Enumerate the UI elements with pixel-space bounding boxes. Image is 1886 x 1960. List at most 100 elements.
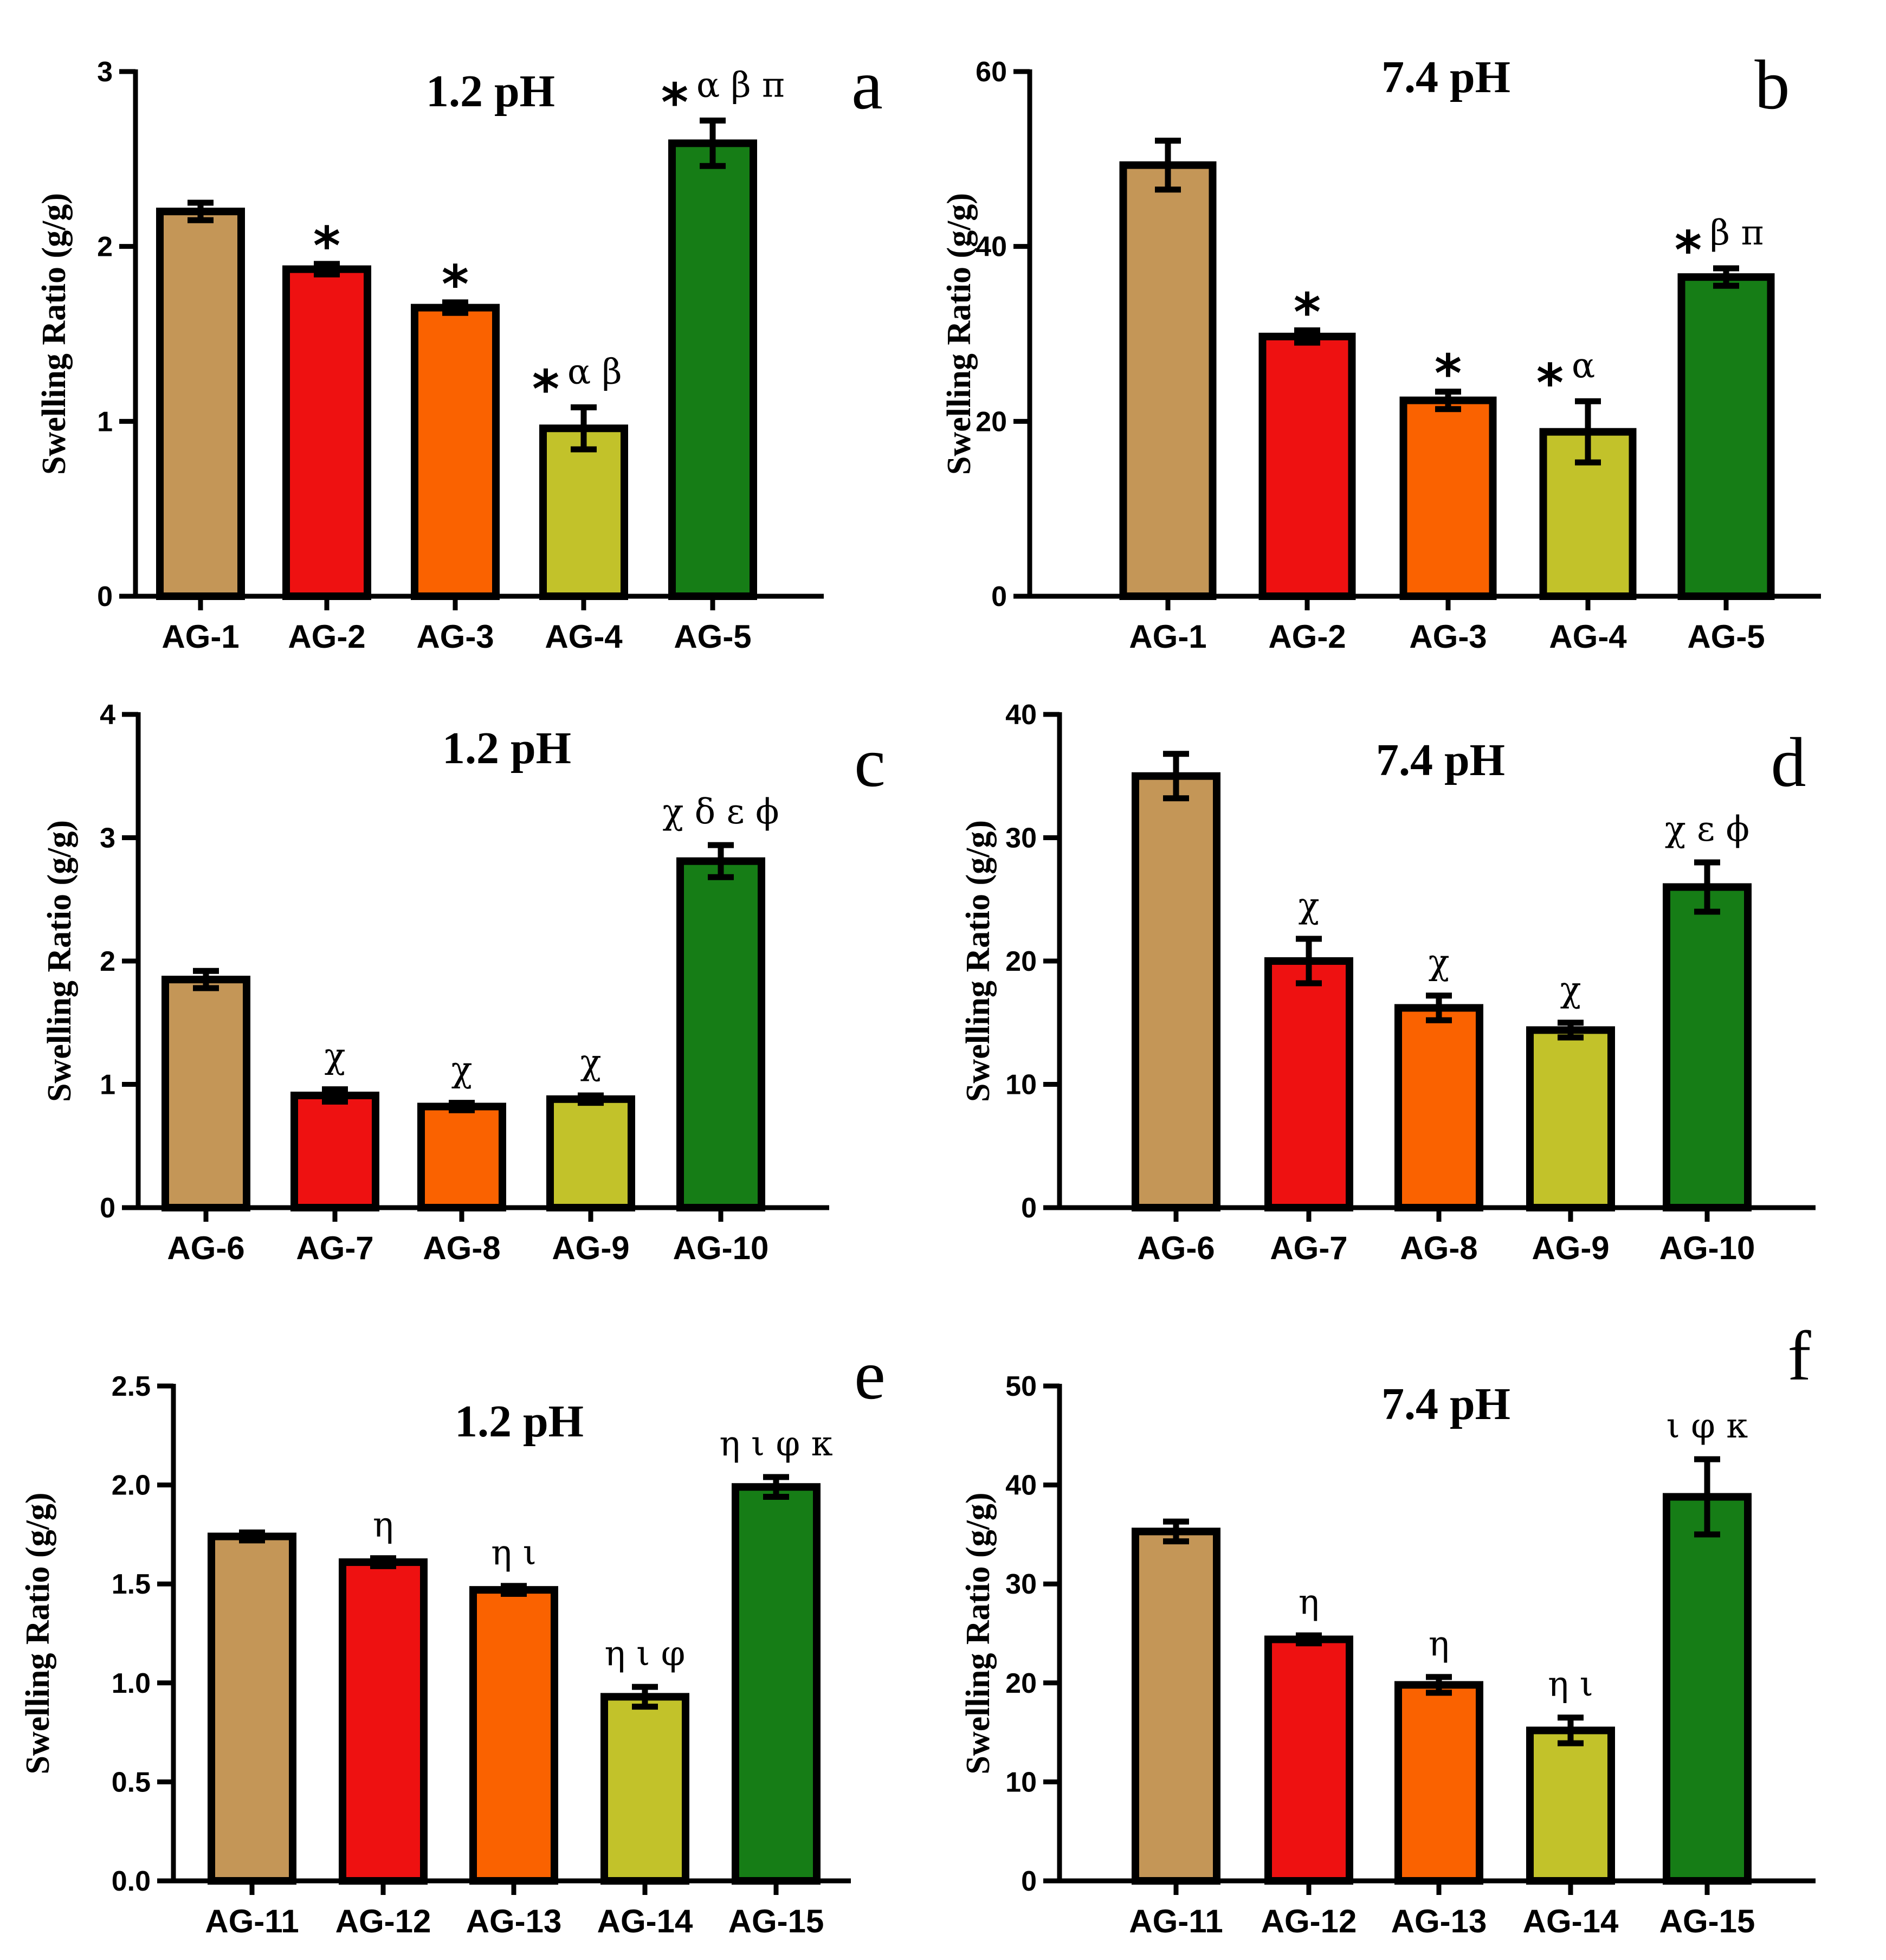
y-tick-label-e-4: 2.0 <box>112 1470 151 1501</box>
annotation-text-a-4: α β <box>567 352 622 392</box>
error-bar-f-1 <box>1163 1518 1189 1545</box>
bar-e-2 <box>339 1558 428 1885</box>
bar-a-2 <box>282 265 371 600</box>
error-bar-b-2 <box>1294 327 1320 346</box>
y-tick-label-c-1: 1 <box>100 1069 115 1101</box>
error-bar-f-3 <box>1426 1674 1452 1696</box>
error-bar-c-4 <box>578 1092 604 1106</box>
chart-panel-e: AG-11 η AG-12 η ι AG-13 η ι φ AG-14 η ι φ κ AG-1… <box>20 1336 886 1939</box>
annotation-star-a-4: * <box>532 359 559 420</box>
annotation-text-b-4: α <box>1572 346 1595 386</box>
chart-panel-c: AG-6 χ AG-7 χ AG-8 χ AG-9 χ δ ε ϕ AG-10 0 1 2 3 4 Swel… <box>41 699 886 1266</box>
bar-a-1 <box>156 208 245 600</box>
bar-a-3 <box>411 304 500 600</box>
bar-c-2 <box>290 1091 379 1211</box>
y-tick-label-a-1: 1 <box>97 406 113 437</box>
annotation-star-b-2: * <box>1294 282 1321 343</box>
error-bar-d-4 <box>1558 1020 1584 1041</box>
error-bar-f-4 <box>1558 1714 1584 1746</box>
x-tick-label-a-3: AG-3 <box>416 618 494 655</box>
y-tick-label-b-3: 60 <box>976 56 1007 88</box>
annotation-text-e-2: η <box>373 1505 393 1545</box>
y-tick-label-d-0: 0 <box>1021 1192 1037 1224</box>
x-tick-label-b-5: AG-5 <box>1687 618 1765 655</box>
y-tick-label-b-2: 40 <box>976 231 1007 263</box>
x-tick-label-e-5: AG-15 <box>728 1903 824 1939</box>
bar-e-5 <box>732 1483 821 1885</box>
y-tick-label-a-2: 2 <box>97 231 113 263</box>
y-tick-label-e-5: 2.5 <box>112 1371 151 1402</box>
error-bar-e-3 <box>501 1583 527 1597</box>
annotation-text-f-4: η ι <box>1548 1665 1593 1705</box>
error-bar-d-3 <box>1426 992 1452 1023</box>
x-tick-label-d-1: AG-6 <box>1137 1230 1215 1266</box>
y-tick-label-e-0: 0.0 <box>112 1866 151 1897</box>
x-tick-label-c-2: AG-7 <box>296 1230 373 1266</box>
annotation-star-a-3: * <box>442 254 469 315</box>
x-tick-label-e-4: AG-14 <box>597 1903 693 1939</box>
annotation-text-e-4: η ι φ <box>605 1634 686 1674</box>
annotation-text-f-3: η <box>1429 1624 1449 1664</box>
y-tick-label-a-3: 3 <box>97 56 113 88</box>
annotation-star-b-5: * <box>1675 220 1702 281</box>
bar-f-4 <box>1526 1726 1615 1885</box>
bar-e-1 <box>208 1532 296 1885</box>
y-tick-label-f-4: 40 <box>1005 1470 1037 1501</box>
error-bar-e-2 <box>370 1555 396 1569</box>
panel-letter-f: f <box>1787 1317 1811 1395</box>
panel-letter-d: d <box>1771 724 1806 802</box>
x-tick-label-c-1: AG-6 <box>167 1230 244 1266</box>
x-tick-label-e-1: AG-11 <box>205 1903 299 1939</box>
bar-c-3 <box>417 1102 506 1211</box>
x-tick-label-b-1: AG-1 <box>1129 618 1206 655</box>
annotation-star-a-2: * <box>313 216 340 276</box>
panel-letter-c: c <box>854 724 886 802</box>
x-tick-label-c-3: AG-8 <box>423 1230 500 1266</box>
annotation-text-b-5: β π <box>1710 213 1764 253</box>
error-bar-a-5 <box>700 117 726 169</box>
annotation-star-b-4: * <box>1536 353 1564 414</box>
x-tick-label-d-5: AG-10 <box>1659 1230 1755 1266</box>
error-bar-d-5 <box>1694 859 1720 915</box>
annotation-star-b-3: * <box>1435 343 1462 404</box>
chart-title-b: 7.4 pH <box>1381 52 1510 102</box>
chart-panel-d: AG-6 χ AG-7 χ AG-8 χ AG-9 χ ε ϕ AG-10 0 10 20 30 40 Sw… <box>960 699 1816 1266</box>
annotation-text-e-5: η ι φ κ <box>719 1424 832 1464</box>
error-bar-c-3 <box>449 1100 475 1113</box>
bar-d-2 <box>1264 957 1353 1211</box>
y-tick-label-c-4: 4 <box>100 699 115 731</box>
y-axis-label-c: Swelling Ratio (g/g) <box>41 820 78 1102</box>
bar-c-4 <box>546 1095 635 1212</box>
x-tick-label-a-1: AG-1 <box>162 618 239 655</box>
y-axis-label-e: Swelling Ratio (g/g) <box>20 1492 56 1774</box>
y-tick-label-f-1: 10 <box>1005 1766 1037 1798</box>
bar-b-3 <box>1399 396 1497 600</box>
bar-f-1 <box>1132 1527 1220 1885</box>
chart-title-a: 1.2 pH <box>426 66 555 117</box>
annotation-text-f-5: ι φ κ <box>1667 1406 1748 1446</box>
error-bar-f-5 <box>1694 1456 1720 1538</box>
bar-a-5 <box>668 139 757 600</box>
chart-panel-a: AG-1*AG-2*AG-3* α βAG-4* α β πAG-50123Swel… <box>36 46 883 655</box>
x-tick-label-c-5: AG-10 <box>673 1230 769 1266</box>
error-bar-e-5 <box>763 1474 789 1500</box>
y-tick-label-c-0: 0 <box>100 1192 115 1224</box>
bar-d-3 <box>1394 1004 1483 1211</box>
annotation-text-a-5: α β π <box>696 65 785 105</box>
chart-title-d: 7.4 pH <box>1376 735 1505 785</box>
annotation-text-d-3: χ <box>1429 943 1450 983</box>
panel-letter-b: b <box>1755 46 1790 124</box>
x-tick-label-f-4: AG-14 <box>1523 1903 1619 1939</box>
panel-letter-e: e <box>854 1336 886 1414</box>
x-tick-label-f-3: AG-13 <box>1391 1903 1487 1939</box>
y-axis-label-a: Swelling Ratio (g/g) <box>36 193 73 475</box>
y-tick-label-f-2: 20 <box>1005 1668 1037 1699</box>
error-bar-d-2 <box>1296 936 1322 987</box>
annotation-text-d-4: χ <box>1560 970 1581 1010</box>
x-tick-label-a-2: AG-2 <box>288 618 365 655</box>
x-tick-label-f-2: AG-12 <box>1261 1903 1357 1939</box>
error-bar-a-3 <box>442 299 468 316</box>
chart-title-f: 7.4 pH <box>1381 1379 1510 1429</box>
x-tick-label-b-4: AG-4 <box>1549 618 1627 655</box>
bar-d-1 <box>1132 772 1220 1211</box>
